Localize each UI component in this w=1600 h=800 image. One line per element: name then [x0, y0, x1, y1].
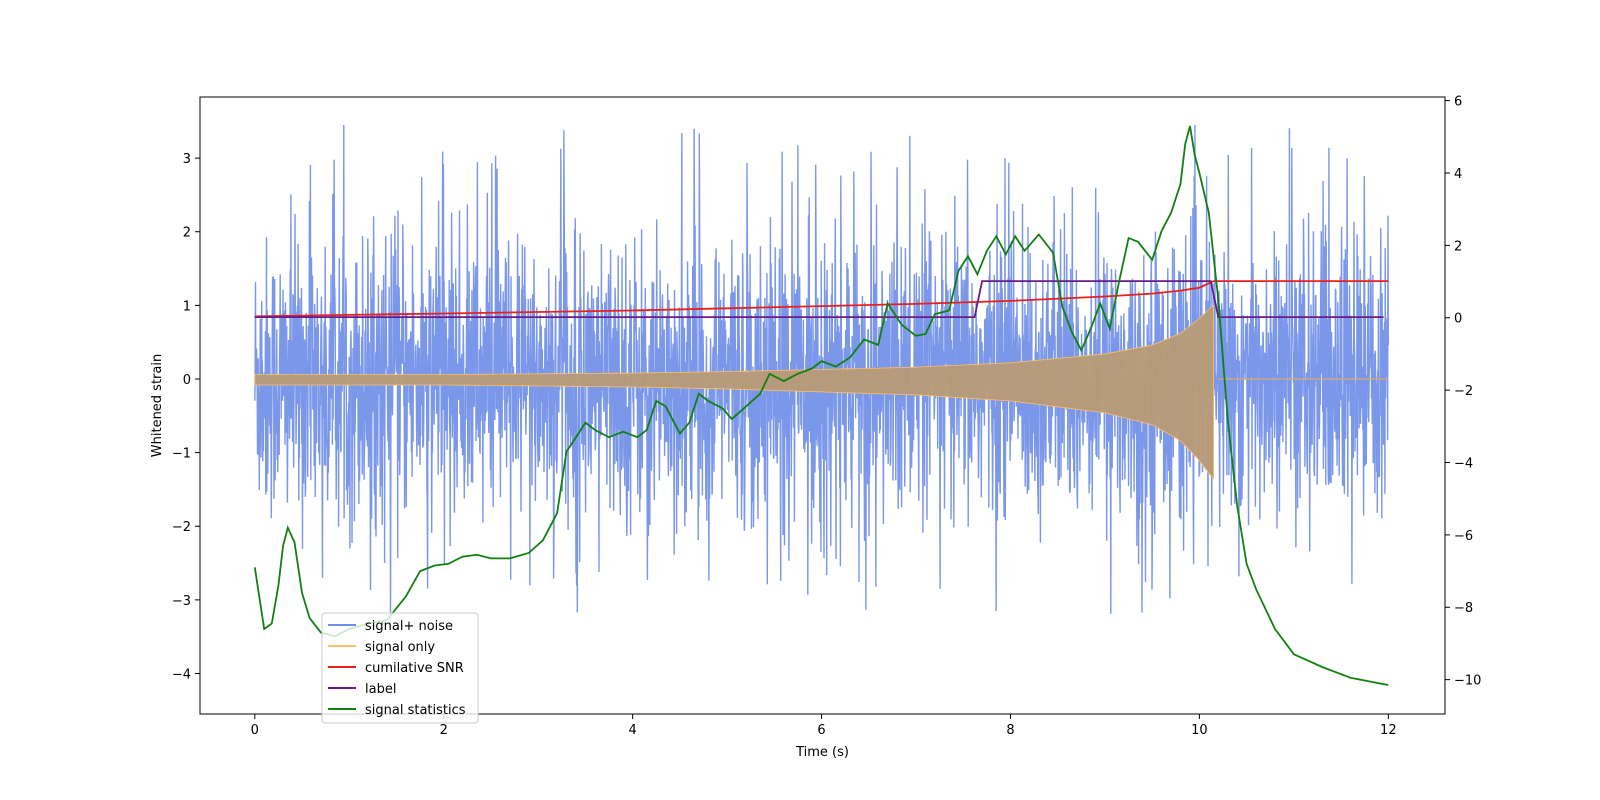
legend-box	[321, 612, 479, 724]
series-lines-layer	[253, 125, 1389, 686]
y-tick-label: 3	[183, 152, 191, 167]
y2-tick-label: −8	[1454, 601, 1473, 616]
y2-tick-label: 2	[1454, 239, 1462, 254]
x-axis-label: Time (s)	[795, 745, 849, 760]
plot-frame	[199, 96, 1446, 715]
series-label	[254, 280, 1384, 318]
series-cumilative-snr	[254, 280, 1389, 318]
y2-tick-label: −10	[1454, 674, 1481, 689]
y-tick-label: 2	[183, 226, 191, 241]
y-axis-ticks: −4 −3 −2 −1 0 1 2 3	[172, 152, 200, 683]
x-tick-label: 6	[817, 723, 825, 738]
x-tick-label: 12	[1380, 723, 1397, 738]
series-signal-only	[254, 304, 1214, 480]
signal-only-layer	[254, 304, 1389, 480]
x-tick-label: 4	[628, 723, 636, 738]
y-tick-label: −3	[172, 594, 191, 609]
y-tick-label: −2	[172, 520, 191, 535]
y2-tick-label: 4	[1454, 167, 1462, 182]
y-tick-label: −4	[172, 668, 191, 683]
legend-entry: signal+ noise	[365, 619, 453, 634]
y2-tick-label: 0	[1454, 312, 1462, 327]
y-tick-label: 1	[183, 299, 191, 314]
y2-tick-label: −4	[1454, 456, 1473, 471]
legend-entry: signal only	[365, 640, 435, 655]
y-tick-label: 0	[183, 373, 191, 388]
x-tick-label: 10	[1191, 723, 1208, 738]
y2-tick-label: −6	[1454, 529, 1473, 544]
series-signal-statistics	[253, 125, 1389, 686]
legend-entry: signal statistics	[365, 703, 466, 718]
x-tick-label: 8	[1006, 723, 1014, 738]
y2-axis-ticks: −10 −8 −6 −4 −2 0 2 4 6	[1445, 95, 1481, 689]
x-tick-label: 0	[251, 723, 259, 738]
legend-entry: cumilative SNR	[365, 661, 464, 676]
legend-entry: label	[365, 682, 396, 697]
x-axis-ticks: 0 2 4 6 8 10 12	[251, 714, 1397, 738]
y2-tick-label: −2	[1454, 384, 1473, 399]
y2-tick-label: 6	[1454, 95, 1462, 110]
x-tick-label: 2	[440, 723, 448, 738]
y-tick-label: −1	[172, 447, 191, 462]
y-axis-label: Whitened strain	[150, 354, 165, 457]
legend: signal+ noise signal only cumilative SNR la…	[321, 612, 479, 724]
